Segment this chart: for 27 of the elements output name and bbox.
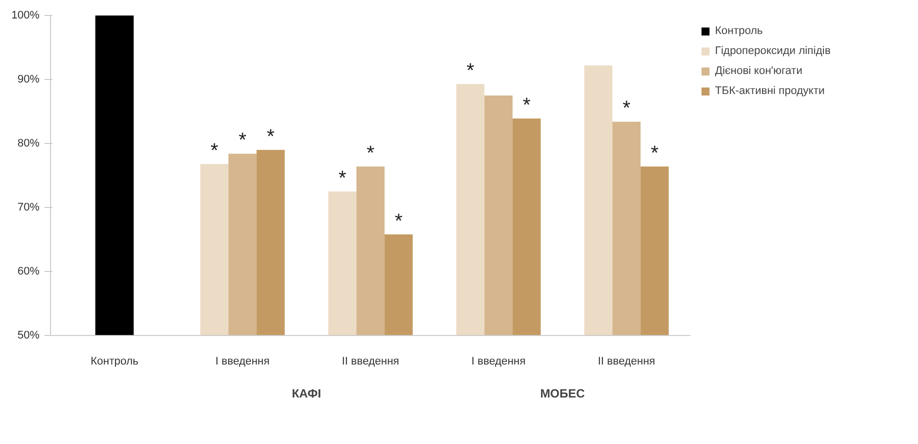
- data-label: *: [522, 94, 531, 117]
- y-tick-label: 100%: [11, 10, 40, 22]
- legend-label: ТБК-активні продукти: [715, 85, 825, 97]
- data-label: *: [366, 142, 375, 165]
- data-label: *: [210, 140, 218, 162]
- y-tick-label: 70%: [17, 202, 40, 214]
- y-tick-label: 50%: [17, 330, 40, 342]
- legend-label: Контроль: [715, 25, 763, 37]
- x-tick-label: I введення: [471, 356, 526, 368]
- data-label: *: [622, 98, 631, 120]
- data-label: *: [238, 130, 247, 152]
- x-tick-label: II введення: [342, 356, 400, 368]
- y-tick-label: 80%: [17, 138, 40, 150]
- legend-label: Гідропероксиди ліпідів: [715, 45, 831, 57]
- legend-label: Дієнові кон'югати: [715, 65, 802, 77]
- data-label: *: [266, 126, 275, 148]
- y-tick-label: 90%: [17, 74, 40, 86]
- x-tick-label: Контроль: [90, 356, 139, 368]
- x-tick-label: II введення: [598, 356, 656, 368]
- text: КАФІ: [292, 386, 322, 400]
- x-tick-label: I введення: [215, 356, 270, 368]
- data-label: *: [650, 142, 659, 165]
- data-label: *: [466, 60, 474, 82]
- text: МОБЕС: [540, 386, 586, 400]
- y-tick-label: 60%: [17, 266, 40, 278]
- data-label: *: [394, 210, 403, 232]
- data-label: *: [338, 168, 346, 190]
